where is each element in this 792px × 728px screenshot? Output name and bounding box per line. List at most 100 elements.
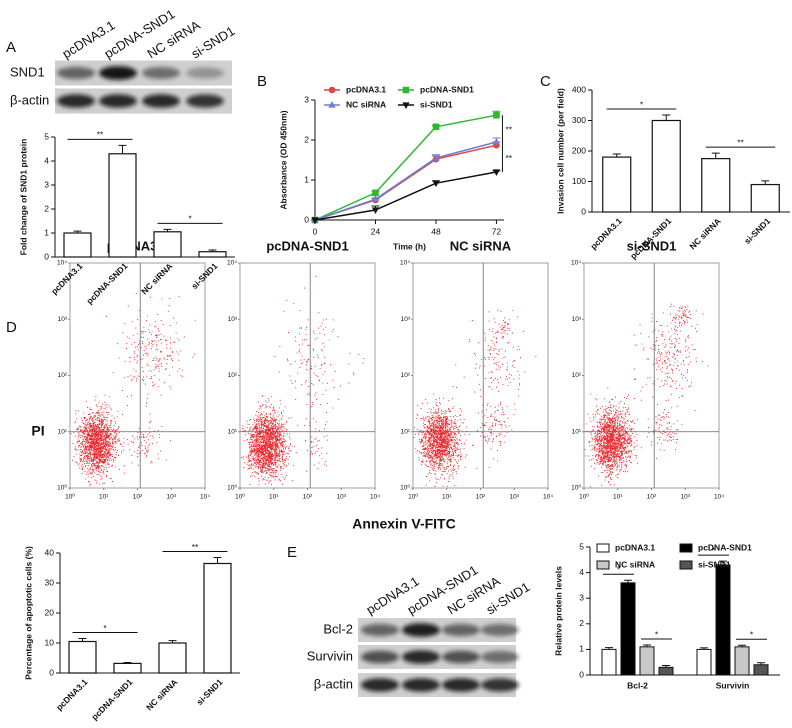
panel-label: B	[257, 73, 267, 90]
x-tick-label: si-SND1	[189, 261, 219, 291]
x-tick-label: 10⁰	[408, 493, 418, 501]
y-tick-label: 4	[44, 155, 49, 165]
legend-marker	[402, 102, 410, 109]
y-tick-label: 100	[572, 176, 586, 186]
x-tick-label: pcDNA-SND1	[84, 261, 129, 306]
blot-band	[186, 94, 224, 108]
bar	[158, 642, 187, 674]
y-tick-label: 0	[579, 669, 584, 679]
y-tick-label: 10³	[401, 316, 411, 323]
y-tick-label: 10¹	[572, 428, 582, 435]
line-series	[314, 171, 497, 221]
marker	[311, 217, 319, 224]
significance-label: *	[712, 545, 716, 555]
y-tick-label: 2	[304, 134, 309, 144]
legend-swatch	[679, 560, 693, 570]
x-tick-label: 10¹	[99, 494, 109, 501]
blot-band	[361, 678, 399, 692]
blot-band	[481, 651, 519, 663]
legend-label: NC siRNA	[615, 559, 655, 569]
bar	[153, 231, 182, 258]
error-bar	[73, 230, 82, 233]
x-tick-label: 10²	[647, 494, 657, 501]
bar	[601, 648, 617, 676]
error-bar	[208, 249, 217, 252]
bar	[753, 664, 769, 676]
x-tick-label: Survivin	[716, 680, 750, 690]
error-bar	[662, 665, 670, 668]
error-bar	[624, 579, 632, 583]
y-tick-label: 5	[579, 541, 584, 551]
marker	[492, 169, 501, 176]
bar	[658, 666, 674, 676]
flow-frame	[239, 262, 376, 489]
x-tick-label: pcDNA3.1	[54, 677, 90, 713]
legend-label: NC siRNA	[346, 99, 386, 109]
bar	[701, 158, 731, 213]
bar	[63, 232, 92, 258]
bar	[203, 562, 232, 674]
x-tick-label: 10¹	[269, 494, 279, 501]
x-tick-label: NC siRNA	[687, 216, 722, 251]
y-tick-label: 10⁰	[227, 484, 237, 492]
error-bar	[757, 662, 765, 665]
blot-band	[142, 67, 180, 79]
y-tick-label: 40	[45, 547, 55, 557]
row-label: SND1	[10, 64, 45, 79]
bar	[602, 156, 632, 213]
y-tick-label: 0	[304, 214, 309, 224]
x-tick-label: 10⁴	[200, 494, 210, 501]
x-tick-label: 10⁰	[235, 493, 245, 501]
error-bar	[700, 647, 708, 650]
event-dots	[70, 293, 196, 486]
blot-band	[186, 67, 224, 79]
x-axis-label: Time (h)	[393, 241, 426, 251]
significance-label: *	[640, 99, 644, 109]
row-label: Survivin	[307, 648, 353, 663]
flow-y-label: PI	[31, 423, 44, 439]
legend-label: pcDNA3.1	[346, 84, 386, 94]
marker	[371, 207, 380, 214]
blot-band	[442, 623, 480, 637]
significance-label: **	[505, 124, 512, 134]
y-tick-label: 10¹	[58, 428, 68, 435]
blot-band	[361, 650, 399, 664]
error-bar	[213, 557, 222, 564]
y-tick-label: 20	[45, 607, 55, 617]
y-tick-label: 3	[44, 179, 49, 189]
bar	[696, 648, 712, 676]
y-tick-label: 4	[579, 567, 584, 577]
x-tick-label: si-SND1	[194, 677, 224, 707]
x-tick-label: 0	[313, 226, 318, 236]
marker	[492, 138, 501, 145]
event-dots	[584, 303, 709, 488]
y-tick-label: 10⁴	[571, 260, 581, 267]
bar	[108, 153, 137, 258]
error-bar	[643, 644, 651, 647]
y-tick-label: 0	[49, 667, 54, 677]
bar	[734, 646, 750, 676]
y-tick-label: 10⁴	[400, 260, 410, 267]
blot-band	[57, 66, 95, 80]
x-tick-label: NC siRNA	[144, 677, 179, 712]
y-tick-label: 1	[579, 644, 584, 654]
y-tick-label: 10⁰	[57, 484, 67, 492]
significance-label: *	[655, 629, 659, 639]
x-tick-label: 10⁴	[543, 494, 553, 501]
y-tick-label: 10²	[572, 372, 582, 379]
blot-band	[481, 624, 519, 636]
x-tick-label: 10¹	[613, 494, 623, 501]
bar	[620, 582, 636, 676]
blot-band	[99, 94, 137, 108]
error-bar	[118, 144, 127, 154]
y-tick-label: 10⁰	[400, 484, 410, 492]
blot-band	[442, 678, 480, 692]
y-axis-label: Percentage of apoptotic cells (%)	[23, 546, 33, 680]
blot-band	[402, 678, 440, 692]
y-tick-label: 200	[572, 145, 586, 155]
y-tick-label: 3	[304, 94, 309, 104]
legend-marker	[328, 101, 336, 108]
bar	[750, 183, 780, 213]
x-tick-label: pcDNA3.1	[588, 216, 624, 252]
significance-label: *	[617, 565, 621, 575]
